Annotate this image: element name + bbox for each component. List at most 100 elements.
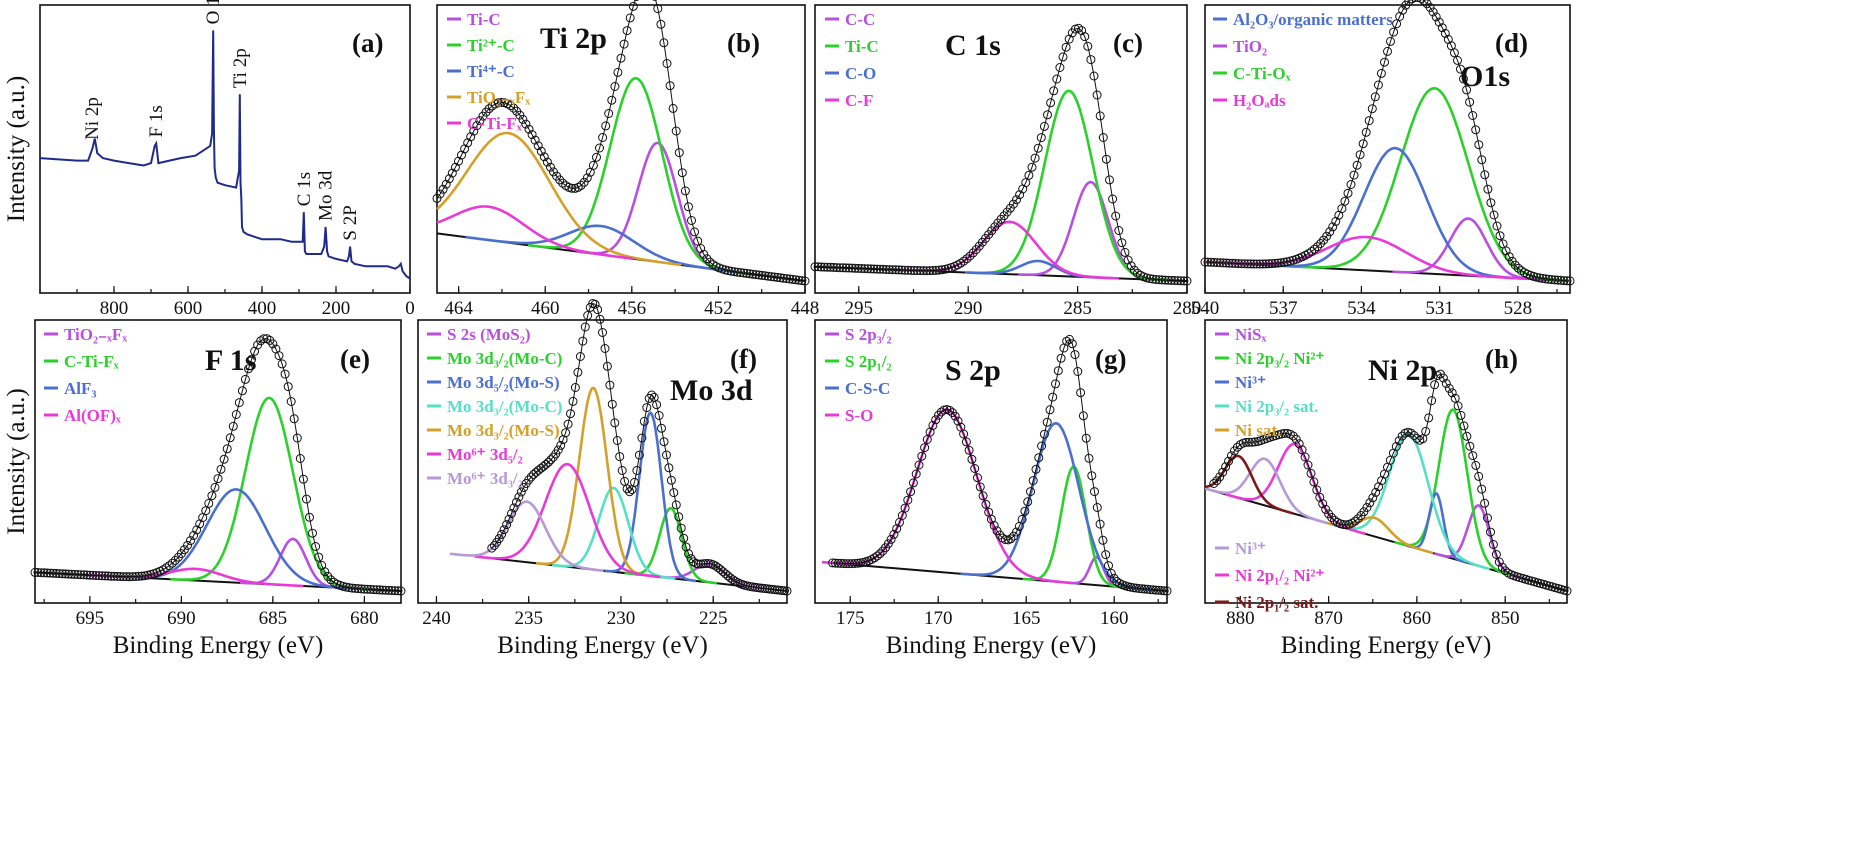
data-point	[1042, 417, 1052, 427]
data-point	[822, 262, 832, 272]
legend-label: S-O	[845, 406, 873, 425]
data-point	[1148, 274, 1158, 284]
data-point	[889, 529, 899, 539]
data-point	[320, 567, 330, 577]
data-point	[1028, 476, 1038, 486]
data-point	[1376, 68, 1386, 78]
data-point	[1428, 7, 1438, 17]
data-point	[726, 266, 736, 276]
data-point	[161, 563, 171, 573]
data-point	[119, 572, 128, 582]
data-point	[1501, 246, 1511, 256]
panel-c: 295 290 285 280 (c) C 1s C-C Ti-C C-O C-F	[810, 4, 1202, 319]
data-point	[573, 367, 583, 377]
data-point	[1215, 472, 1225, 482]
data-point	[125, 572, 134, 582]
data-point	[1123, 255, 1133, 265]
data-point	[511, 497, 521, 507]
data-point	[1036, 133, 1046, 143]
data-point	[622, 26, 632, 36]
data-point	[143, 570, 153, 580]
data-point	[1095, 519, 1105, 529]
data-point	[274, 351, 284, 361]
legend-label: S 2p₃/₂	[845, 325, 892, 344]
data-point	[757, 270, 767, 280]
data-point	[841, 263, 851, 273]
data-point	[1221, 258, 1231, 268]
data-point	[36, 568, 46, 578]
data-point	[857, 264, 866, 273]
data-point	[543, 457, 553, 467]
x-tick-label: 452	[704, 298, 733, 319]
data-point	[610, 82, 620, 91]
data-point	[1488, 540, 1498, 549]
data-point	[561, 428, 571, 438]
data-point	[362, 584, 372, 594]
data-point	[1471, 125, 1481, 135]
data-point	[1430, 380, 1440, 390]
data-point	[850, 559, 860, 568]
data-point	[1489, 210, 1499, 220]
data-point	[207, 491, 217, 501]
data-point	[524, 124, 534, 134]
data-point	[1327, 513, 1337, 522]
x-tick-label: 860	[1403, 608, 1432, 629]
legend-label: TiO₂₋ₓFₓ	[64, 325, 127, 344]
panel-title: Ti 2p	[540, 22, 607, 55]
data-point	[1026, 487, 1035, 497]
data-point	[1092, 503, 1102, 512]
data-point	[956, 258, 966, 268]
data-point	[601, 121, 611, 131]
data-point	[766, 272, 776, 282]
data-point	[88, 570, 98, 580]
data-point	[1449, 48, 1459, 58]
data-point	[1250, 437, 1260, 447]
data-point	[1176, 276, 1186, 286]
data-point	[730, 576, 740, 586]
legend-label: Mo⁶⁺ 3d₅/₂	[447, 445, 523, 464]
x-tick-label: 460	[531, 298, 560, 319]
data-point	[853, 263, 863, 273]
data-point	[607, 95, 617, 105]
data-point	[1179, 276, 1189, 286]
x-tick-label: 850	[1491, 608, 1520, 629]
data-point	[1021, 178, 1031, 188]
data-point	[962, 254, 972, 264]
data-point	[1318, 499, 1328, 509]
data-point	[1279, 257, 1289, 267]
data-point	[950, 411, 960, 421]
x-tick-label: 230	[607, 608, 636, 629]
data-point	[167, 558, 177, 568]
data-point	[1510, 260, 1520, 270]
data-point	[314, 552, 324, 562]
data-point	[953, 416, 963, 426]
data-point	[1350, 516, 1360, 526]
data-point	[696, 244, 706, 253]
plot-frame	[417, 319, 788, 604]
data-point	[869, 264, 879, 274]
data-point	[1480, 170, 1490, 180]
peak-fit-curve	[1407, 492, 1467, 564]
data-point	[592, 152, 601, 162]
data-point	[1450, 393, 1460, 403]
data-point	[526, 472, 536, 482]
data-point	[1273, 258, 1283, 268]
data-point	[687, 216, 696, 225]
data-point	[1030, 153, 1040, 163]
x-axis-label: Binding Energy (eV)	[113, 632, 324, 659]
data-point	[1431, 12, 1441, 22]
data-point	[1221, 462, 1231, 472]
data-point	[183, 540, 192, 550]
data-point	[277, 359, 287, 369]
legend-label: Al(OF)ₓ	[64, 406, 121, 425]
data-point	[45, 568, 55, 578]
data-point	[1163, 275, 1173, 285]
data-point	[441, 179, 451, 189]
data-point	[1456, 410, 1466, 420]
data-point	[1109, 573, 1119, 583]
data-point	[878, 546, 888, 556]
data-point	[829, 262, 839, 272]
x-tick-label: 280	[1173, 298, 1202, 319]
x-tick-label: 870	[1314, 608, 1343, 629]
data-point	[604, 109, 614, 118]
